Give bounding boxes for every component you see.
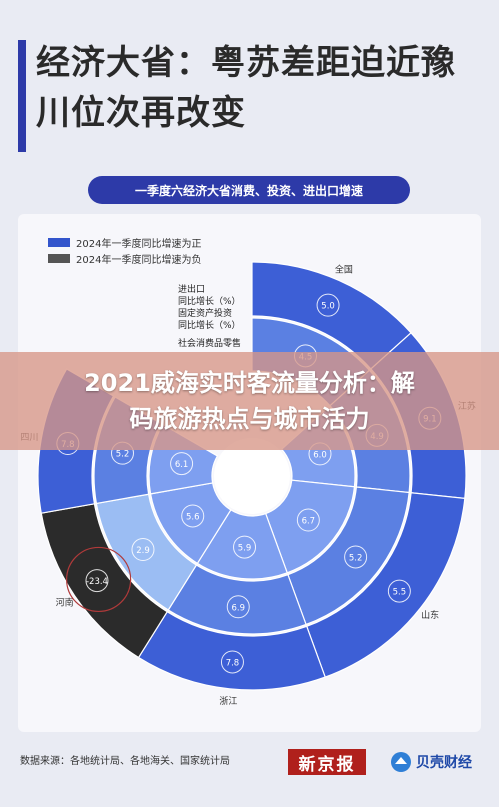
value-badge-全国-0	[316, 293, 340, 317]
value-badge-山东-0	[387, 579, 411, 603]
data-label-河南-1: 2.9	[136, 546, 150, 556]
ring-label-2-line1: 社会消费品零售	[178, 337, 241, 349]
chart-center	[214, 438, 290, 514]
data-label-全国-0: 5.0	[321, 302, 335, 312]
legend-label-positive: 2024年一季度同比增速为正	[76, 238, 202, 250]
ring-label-1-line1: 固定资产投资	[178, 307, 232, 319]
data-label-四川-2: 6.1	[175, 460, 189, 470]
data-label-浙江-0: 7.8	[226, 658, 240, 668]
legend-item-positive: 2024年一季度同比增速为正	[48, 234, 201, 250]
legend-item-negative: 2024年一季度同比增速为负	[48, 250, 201, 266]
title-accent-bar	[18, 40, 26, 152]
beike-logo: 贝壳财经	[390, 749, 472, 775]
bar-浙江-ring-2	[196, 509, 288, 580]
xinjingbao-logo: 新京报	[288, 749, 366, 775]
data-label-山东-2: 6.7	[302, 517, 316, 527]
data-label-山东-1: 5.2	[349, 553, 363, 563]
value-badge-浙江-1	[226, 595, 250, 619]
region-label-山东: 山东	[421, 609, 439, 621]
data-label-山东-0: 5.5	[393, 588, 407, 598]
value-badge-山东-2	[296, 508, 320, 532]
negative-highlight-circle	[66, 546, 132, 613]
value-badge-浙江-0	[220, 650, 244, 674]
beike-logo-text: 贝壳财经	[416, 755, 472, 771]
value-badge-河南-0	[85, 569, 109, 593]
page-title: 经济大省：粤苏差距迫近豫川位次再改变	[36, 43, 456, 133]
value-badge-河南-2	[181, 504, 205, 528]
ring-label-1-line2: 同比增长（%）	[178, 319, 241, 331]
data-label-江苏-2: 6.0	[313, 450, 327, 460]
data-label-浙江-2: 5.9	[238, 544, 252, 554]
data-label-四川-1: 5.2	[116, 450, 130, 460]
banner-line-1: 2021威海实时客流量分析：解	[84, 369, 415, 397]
region-label-浙江: 浙江	[219, 695, 237, 707]
legend-swatch-negative	[48, 253, 70, 263]
banner-line-2: 码旅游热点与城市活力	[129, 405, 370, 433]
data-label-浙江-1: 6.9	[231, 603, 245, 613]
data-label-河南-0: -23.4	[86, 577, 108, 587]
legend-swatch-positive	[48, 237, 70, 247]
overlay-banner: 2021威海实时客流量分析：解 码旅游热点与城市活力	[0, 352, 499, 450]
data-label-河南-2: 5.6	[186, 512, 200, 522]
value-badge-河南-1	[131, 538, 155, 562]
subtitle-pill: 一季度六经济大省消费、投资、进出口增速	[88, 176, 410, 204]
value-badge-浙江-2	[233, 535, 257, 559]
data-source: 数据来源：各地统计局、各地海关、国家统计局	[20, 756, 230, 767]
subtitle-text: 一季度六经济大省消费、投资、进出口增速	[134, 183, 363, 198]
ring-label-0-line2: 同比增长（%）	[178, 295, 241, 307]
ring-label-0-line1: 进出口	[178, 283, 205, 295]
bar-山东-ring-2	[264, 479, 356, 574]
legend-label-negative: 2024年一季度同比增速为负	[76, 254, 202, 266]
beike-logo-icon	[391, 752, 411, 772]
value-badge-四川-2	[170, 452, 194, 476]
value-badge-山东-1	[344, 545, 368, 569]
legend: 2024年一季度同比增速为正 2024年一季度同比增速为负	[48, 234, 201, 266]
region-label-全国: 全国	[335, 264, 353, 276]
region-label-河南: 河南	[56, 596, 74, 608]
